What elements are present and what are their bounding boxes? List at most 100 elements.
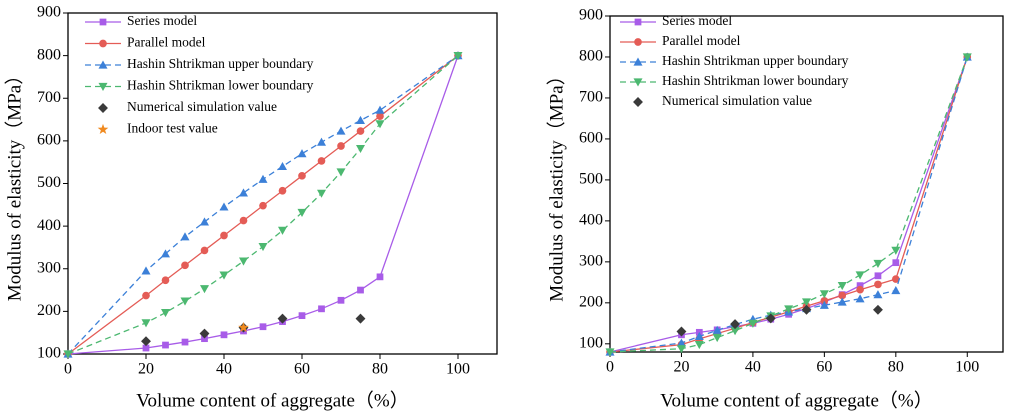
data-point: [356, 144, 365, 154]
x-tick-label: 60: [294, 361, 310, 378]
data-point: [180, 297, 190, 306]
data-point: [161, 276, 170, 285]
data-point: [63, 350, 73, 359]
legend-label: Parallel model: [127, 35, 206, 50]
data-point: [201, 335, 208, 343]
y-tick-label: 200: [37, 302, 61, 319]
data-point: [181, 338, 189, 346]
data-point: [856, 285, 864, 294]
legend-marker: [633, 57, 643, 66]
y-tick-label: 600: [37, 132, 61, 149]
data-point: [317, 189, 326, 198]
legend-label: Hashin Shtrikman lower boundary: [662, 73, 849, 88]
x-tick-label: 100: [955, 359, 979, 376]
data-point: [200, 285, 209, 294]
data-point: [336, 168, 346, 177]
x-axis-label: Volume content of aggregate（%）: [660, 389, 932, 411]
data-point: [856, 282, 864, 289]
data-point: [605, 348, 615, 357]
data-point: [278, 226, 287, 235]
data-point: [838, 291, 847, 300]
data-point: [891, 275, 900, 283]
y-tick-label: 500: [579, 171, 603, 188]
y-axis-label: Modulus of elasticity（MPa）: [3, 66, 25, 301]
x-tick-label: 80: [888, 359, 904, 376]
legend-marker: [634, 38, 642, 46]
y-tick-label: 100: [579, 334, 603, 351]
y-tick-label: 900: [579, 7, 603, 24]
data-point: [962, 53, 972, 62]
data-point: [336, 126, 346, 135]
y-tick-label: 400: [579, 212, 603, 229]
data-point: [712, 325, 722, 334]
legend-marker: [98, 60, 108, 69]
legend-label: Hashin Shtrikman lower boundary: [127, 78, 314, 93]
x-tick-label: 0: [606, 359, 614, 376]
data-point: [676, 345, 686, 354]
data-point: [765, 313, 776, 324]
data-point: [376, 273, 384, 281]
data-point: [748, 319, 758, 328]
legend-marker: [99, 18, 107, 26]
data-point: [161, 249, 170, 258]
data-point: [676, 338, 686, 347]
data-point: [298, 172, 306, 180]
data-point: [337, 142, 345, 150]
legend-marker: [634, 18, 642, 26]
legend-label: Hashin Shtrikman upper boundary: [127, 56, 314, 71]
y-tick-label: 500: [37, 174, 61, 191]
data-point: [694, 341, 704, 350]
data-point: [801, 304, 812, 315]
data-point: [855, 271, 865, 280]
data-point: [142, 344, 150, 352]
legend-marker: [98, 103, 108, 113]
y-tick-label: 300: [579, 253, 603, 270]
data-point: [891, 286, 901, 295]
legend-label: Indoor test value: [127, 121, 218, 136]
y-tick-label: 700: [579, 89, 603, 106]
x-tick-label: 40: [216, 361, 232, 378]
x-tick-label: 20: [673, 359, 689, 376]
data-point: [161, 309, 170, 318]
data-point: [730, 327, 740, 336]
data-point: [180, 232, 190, 241]
x-tick-label: 100: [446, 361, 470, 378]
data-point: [200, 246, 209, 255]
data-point: [259, 201, 267, 210]
plot-frame: [609, 15, 1004, 353]
data-point: [141, 336, 151, 347]
data-point: [220, 231, 228, 240]
data-point: [356, 115, 365, 125]
data-point: [318, 305, 325, 313]
data-point: [891, 246, 901, 255]
data-point: [355, 313, 366, 324]
x-tick-label: 0: [64, 361, 72, 378]
x-axis-label: Volume content of aggregate（%）: [136, 389, 408, 411]
legend-marker: [633, 78, 643, 87]
legend-marker: [97, 123, 109, 135]
data-point: [141, 319, 151, 328]
legend-marker: [633, 97, 643, 107]
x-tick-label: 80: [372, 361, 388, 378]
y-tick-label: 200: [579, 294, 603, 311]
y-axis-label: Modulus of elasticity（MPa）: [545, 66, 567, 301]
data-point: [219, 202, 229, 211]
data-point: [873, 259, 883, 268]
y-tick-label: 300: [37, 259, 61, 276]
data-point: [873, 290, 883, 299]
data-point: [142, 291, 150, 300]
y-tick-label: 800: [579, 48, 603, 65]
legend-label: Hashin Shtrikman upper boundary: [662, 53, 849, 68]
data-point: [819, 290, 829, 299]
legend-label: Parallel model: [662, 33, 741, 48]
x-tick-label: 20: [138, 361, 154, 378]
y-tick-label: 400: [37, 217, 61, 234]
data-point: [162, 341, 169, 349]
data-point: [258, 174, 268, 183]
data-point: [356, 127, 365, 135]
data-point: [453, 52, 463, 61]
y-tick-label: 900: [37, 4, 61, 21]
data-point: [181, 261, 189, 270]
y-tick-label: 100: [37, 345, 61, 362]
